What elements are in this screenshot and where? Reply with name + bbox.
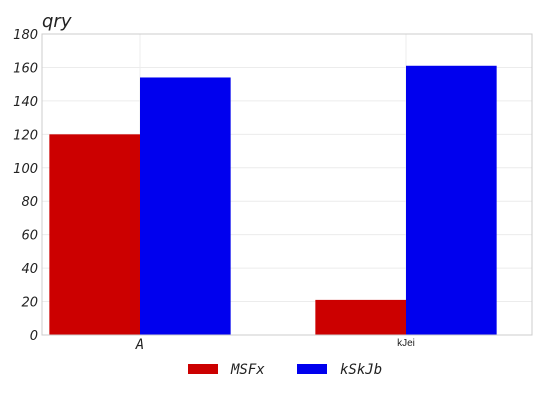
y-tick-label: 0 [30,329,38,344]
y-tick-label: 60 [21,229,38,244]
y-tick-label: 160 [13,61,38,76]
legend: MSFx kSkJb [188,362,382,378]
legend-swatch-kSkJb [297,364,327,374]
bars [49,66,496,335]
bar-kSkJb-kJei [406,66,497,335]
chart-title: qry [42,11,72,32]
bar-kSkJb-A [140,77,231,335]
x-tick-label: A [135,337,144,353]
y-tick-label: 140 [13,95,38,110]
y-tick-label: 40 [21,262,38,277]
y-tick-label: 80 [21,195,38,210]
legend-swatch-MSFx [188,364,218,374]
legend-label-MSFx: MSFx [230,362,265,378]
y-axis-ticks: 0 20 40 60 80 100 120 140 160 180 [13,28,38,344]
bar-MSFx-A [49,134,140,335]
y-tick-label: 120 [13,128,38,143]
legend-label-kSkJb: kSkJb [340,362,382,378]
y-tick-label: 100 [13,162,38,177]
y-tick-label: 20 [21,296,38,311]
bar-MSFx-kJei [315,300,406,335]
y-tick-label: 180 [13,28,38,43]
x-tick-label: kJei [397,338,415,349]
